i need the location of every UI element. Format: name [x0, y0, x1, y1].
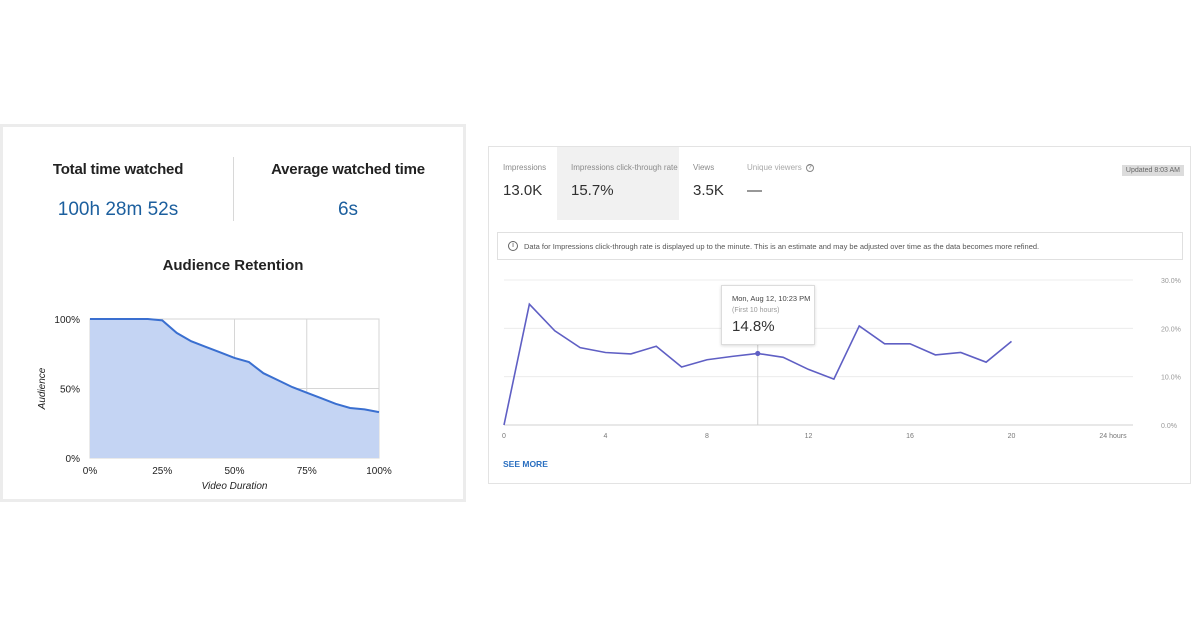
notice-text: Data for Impressions click-through rate … [524, 242, 1040, 251]
metric-label: Impressions [503, 163, 547, 172]
metric-unique-viewers[interactable]: Unique viewers ? — [733, 147, 823, 220]
retention-area [90, 319, 379, 458]
ctr-card: Impressions 13.0K Impressions click-thro… [488, 146, 1191, 484]
metric-value: 15.7% [571, 182, 614, 199]
metric-value: — [747, 182, 762, 199]
info-icon: i [508, 241, 518, 251]
y-tick-label: 30.0% [1161, 278, 1181, 285]
highlighted-point[interactable] [755, 350, 761, 357]
total-time-watched-label: Total time watched [52, 161, 184, 178]
y-axis-label: Audience [37, 367, 48, 410]
metric-label: Views [693, 163, 715, 172]
retention-chart-title: Audience Retention [162, 257, 304, 274]
metric-label: Impressions click-through rate [571, 163, 678, 172]
stat-divider [233, 157, 234, 221]
y-tick-label: 10.0% [1161, 375, 1181, 382]
y-tick-label: 50% [60, 385, 80, 396]
metric-impressions[interactable]: Impressions 13.0K [489, 147, 555, 220]
x-tick-label: 75% [297, 466, 317, 477]
x-tick-label: 24 hours [1099, 433, 1127, 440]
metric-label: Unique viewers [747, 163, 802, 172]
x-tick-label: 12 [805, 433, 813, 440]
x-tick-label: 20 [1008, 433, 1016, 440]
info-icon[interactable]: ? [805, 163, 814, 172]
retention-chart: 0% 25% 50% 75% 100% 0% 50% 100% Video Duration Au… [37, 315, 392, 492]
x-tick-label: 4 [604, 433, 608, 440]
x-tick-label: 50% [224, 466, 244, 477]
x-tick-label: 0 [502, 433, 506, 440]
retention-line [90, 318, 380, 414]
tooltip-value: 14.8% [732, 318, 775, 335]
metric-value: 13.0K [503, 182, 543, 199]
x-tick-label: 16 [906, 433, 914, 440]
see-more-link[interactable]: SEE MORE [503, 459, 548, 469]
metric-views[interactable]: Views 3.5K [679, 147, 737, 220]
x-tick-label: 0% [83, 466, 98, 477]
info-notice: i Data for Impressions click-through rat… [497, 232, 1183, 260]
total-time-watched-value: 100h 28m 52s [57, 199, 179, 220]
tooltip-subtitle: (First 10 hours) [732, 307, 780, 314]
x-tick-label: 100% [366, 466, 392, 477]
average-watched-time-value: 6s [337, 199, 359, 220]
y-tick-label: 20.0% [1161, 326, 1181, 333]
metric-ctr[interactable]: Impressions click-through rate 15.7% [557, 147, 679, 220]
ctr-chart: 0.0% 10.0% 20.0% 30.0% 0 4 8 12 16 20 24 hours [502, 278, 1181, 440]
metric-value: 3.5K [693, 182, 724, 199]
chart-tooltip: Mon, Aug 12, 10:23 PM (First 10 hours) 1… [721, 285, 815, 345]
x-axis-label: Video Duration [202, 481, 268, 492]
tooltip-date: Mon, Aug 12, 10:23 PM [732, 294, 811, 303]
y-tick-label: 0% [66, 454, 81, 465]
x-tick-label: 8 [705, 433, 709, 440]
x-tick-label: 25% [152, 466, 172, 477]
average-watched-time-label: Average watched time [271, 161, 425, 178]
y-tick-label: 0.0% [1161, 423, 1177, 430]
retention-card: Total time watched 100h 28m 52s Average … [0, 124, 466, 502]
y-tick-label: 100% [54, 315, 80, 326]
updated-badge: Updated 8:03 AM [1121, 165, 1184, 176]
